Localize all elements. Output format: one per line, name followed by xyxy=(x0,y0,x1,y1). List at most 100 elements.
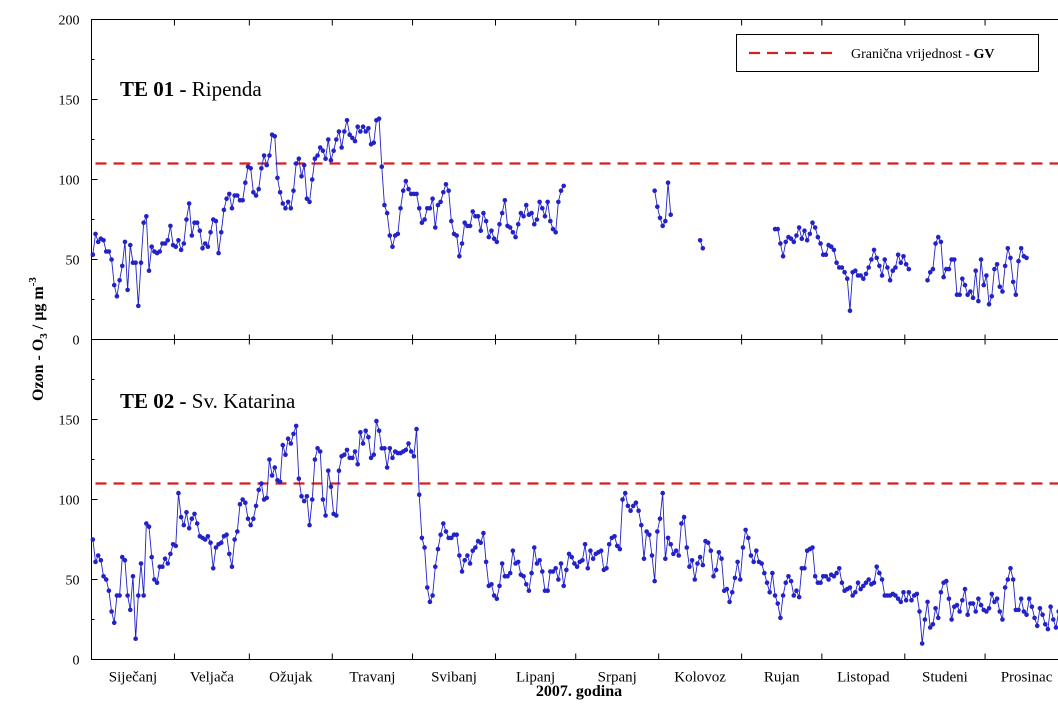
data-point-te02 xyxy=(922,617,928,622)
data-point-te01 xyxy=(323,156,328,161)
data-point-te02 xyxy=(505,574,510,579)
data-point-te01 xyxy=(111,282,117,288)
data-point-te02 xyxy=(713,567,719,573)
data-point-te01 xyxy=(315,153,320,158)
data-point-te02 xyxy=(280,442,286,448)
data-point-te01 xyxy=(941,274,946,280)
data-point-te01 xyxy=(531,222,537,227)
y-tick-label: 100 xyxy=(59,174,80,189)
limit-lines xyxy=(95,162,1058,485)
data-point-te02 xyxy=(692,577,698,582)
data-point-te02 xyxy=(248,522,253,528)
data-point-te02 xyxy=(850,593,855,598)
data-point-te01 xyxy=(513,234,518,240)
data-point-te01 xyxy=(828,244,834,249)
data-point-te02 xyxy=(269,473,275,478)
data-point-te02 xyxy=(665,535,671,541)
data-point-te01 xyxy=(430,196,435,201)
data-point-te01 xyxy=(414,191,419,197)
y-tick-label: 100 xyxy=(59,494,80,509)
data-point-te01 xyxy=(665,180,671,185)
data-point-te01 xyxy=(275,175,280,181)
y-axis-label-unit: / µg m xyxy=(30,286,47,334)
data-point-te01 xyxy=(882,257,888,262)
data-point-te02 xyxy=(708,548,714,553)
data-point-te01 xyxy=(256,186,262,192)
y-axis-label: Ozon - O3 / µg m-3 xyxy=(27,277,50,401)
data-point-te01 xyxy=(815,234,821,240)
data-point-te01 xyxy=(248,166,253,171)
data-point-te01 xyxy=(301,162,307,168)
data-point-te02 xyxy=(802,566,807,571)
data-point-te02 xyxy=(893,593,898,598)
legend: Granična vrijednost - GV xyxy=(736,34,1039,72)
y-tick-label: 150 xyxy=(59,94,80,109)
data-point-te01 xyxy=(309,177,315,182)
x-axis-label: 2007. godina xyxy=(536,683,622,700)
x-tick-label: Siječanj xyxy=(109,670,157,686)
data-point-te02 xyxy=(483,559,489,565)
data-point-te02 xyxy=(853,590,858,595)
data-point-te02 xyxy=(106,588,112,593)
data-point-te02 xyxy=(1048,604,1053,609)
data-point-te01 xyxy=(1013,292,1019,298)
data-point-te01 xyxy=(655,204,660,209)
data-point-te02 xyxy=(598,548,604,553)
data-point-te02 xyxy=(342,452,347,458)
data-point-te02 xyxy=(935,615,941,621)
data-point-te02 xyxy=(895,596,901,601)
data-point-te01 xyxy=(328,158,334,163)
data-point-te01 xyxy=(510,230,516,235)
data-point-te02 xyxy=(997,609,1003,614)
data-point-te02 xyxy=(746,535,751,541)
data-point-te01 xyxy=(847,308,853,314)
data-point-te02 xyxy=(416,492,422,498)
data-point-te02 xyxy=(408,449,414,454)
data-point-te02 xyxy=(903,598,909,603)
data-point-te02 xyxy=(831,574,837,579)
data-point-te02 xyxy=(323,513,328,518)
data-point-te01 xyxy=(545,199,550,205)
data-point-te01 xyxy=(267,153,272,158)
data-point-te01 xyxy=(657,215,663,221)
data-point-te01 xyxy=(489,228,494,233)
data-point-te01 xyxy=(1002,263,1008,269)
data-point-te02 xyxy=(301,498,307,504)
data-point-te01 xyxy=(459,241,465,246)
data-point-te01 xyxy=(898,260,904,266)
data-point-te02 xyxy=(285,436,291,442)
data-point-te02 xyxy=(350,455,355,461)
data-point-te02 xyxy=(812,574,818,579)
data-point-te01 xyxy=(861,276,866,282)
data-point-te02 xyxy=(424,585,430,590)
data-point-te01 xyxy=(119,263,125,269)
data-point-te01 xyxy=(400,188,406,193)
data-point-te01 xyxy=(138,260,144,266)
data-point-te01 xyxy=(965,292,970,298)
data-point-te01 xyxy=(277,190,283,195)
data-point-te02 xyxy=(411,454,417,459)
data-point-te01 xyxy=(221,207,227,213)
data-point-te01 xyxy=(973,268,978,274)
data-point-te01 xyxy=(122,239,128,245)
data-point-te02 xyxy=(499,561,505,566)
data-point-te01 xyxy=(312,156,318,161)
data-point-te01 xyxy=(895,252,901,257)
data-point-te02 xyxy=(529,570,534,576)
data-point-te01 xyxy=(93,231,98,237)
data-point-te02 xyxy=(925,599,930,605)
data-point-te01 xyxy=(994,262,1000,267)
data-point-te02 xyxy=(267,457,272,462)
data-point-te02 xyxy=(684,545,690,550)
data-point-te02 xyxy=(1034,623,1040,629)
data-point-te01 xyxy=(804,238,810,243)
data-point-te02 xyxy=(136,593,141,598)
data-point-te02 xyxy=(251,516,256,521)
data-point-te01 xyxy=(507,225,513,230)
data-point-te02 xyxy=(1005,577,1011,582)
data-point-te02 xyxy=(360,441,366,446)
data-point-te01 xyxy=(660,223,665,229)
data-point-te01 xyxy=(462,220,468,225)
data-point-te01 xyxy=(938,239,944,245)
data-point-te02 xyxy=(419,535,425,541)
